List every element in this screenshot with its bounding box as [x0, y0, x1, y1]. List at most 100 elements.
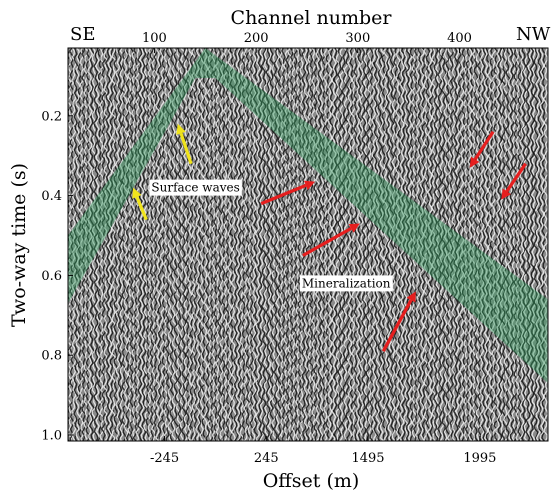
trace [187, 48, 193, 441]
left-tick-label: 1.0 [41, 429, 62, 444]
trace [529, 48, 536, 441]
left-tick-label: 0.4 [41, 189, 62, 204]
trace [380, 48, 387, 441]
plot-frame [67, 47, 549, 442]
trace [399, 48, 405, 441]
trace [206, 48, 214, 441]
trace [100, 48, 107, 441]
trace [357, 48, 364, 441]
trace [235, 48, 241, 441]
bottom-tick-label: 245 [254, 451, 279, 466]
trace [83, 48, 90, 441]
trace [461, 48, 467, 441]
left-tick-label: 0.2 [41, 109, 62, 124]
trace [456, 48, 463, 441]
trace [317, 48, 323, 441]
trace [535, 48, 542, 441]
annotation-1: Surface waves [151, 181, 239, 195]
trace [95, 48, 102, 441]
arrow-7 [501, 162, 527, 200]
trace [251, 48, 257, 441]
trace [295, 48, 301, 441]
trace [141, 48, 148, 441]
trace [453, 48, 459, 441]
trace [325, 48, 331, 441]
trace [68, 48, 74, 441]
trace [355, 48, 361, 441]
trace [539, 48, 545, 441]
trace [433, 48, 439, 441]
top-tick-label: 200 [244, 31, 269, 46]
trace [509, 48, 515, 441]
trace [86, 48, 94, 441]
trace [307, 48, 313, 441]
trace [265, 48, 271, 441]
trace [225, 48, 231, 441]
arrow-6 [469, 130, 495, 168]
trace [171, 48, 177, 441]
trace [384, 48, 391, 441]
trace [485, 48, 492, 441]
trace [475, 48, 481, 441]
arrow-2 [176, 123, 193, 165]
trace [105, 48, 111, 441]
arrow-1 [132, 187, 148, 221]
trace [275, 48, 281, 441]
trace [511, 48, 517, 441]
annotations: Surface waves Mineralization [149, 179, 393, 292]
arrow-3 [260, 180, 316, 206]
trace [107, 48, 113, 441]
bottom-tick-label: -245 [150, 451, 179, 466]
trace [117, 48, 123, 441]
trace [243, 48, 250, 441]
trace [476, 48, 483, 441]
trace [418, 48, 426, 441]
trace [268, 48, 275, 441]
trace [169, 48, 176, 441]
top-axis-label: Channel number [231, 7, 393, 29]
trace [123, 48, 129, 441]
trace [199, 48, 205, 441]
trace [157, 48, 163, 441]
trace [361, 48, 368, 441]
trace [495, 48, 501, 441]
trace [483, 48, 490, 441]
trace [372, 48, 379, 441]
trace [163, 48, 169, 441]
trace [527, 48, 533, 441]
trace [435, 48, 441, 441]
left-tick-label: 0.8 [41, 349, 62, 364]
trace [429, 48, 435, 441]
trace [153, 48, 160, 441]
trace [402, 48, 409, 441]
trace [181, 48, 187, 441]
trace [343, 48, 349, 441]
trace [487, 48, 493, 441]
trace [233, 48, 239, 441]
trace [345, 48, 351, 441]
trace [230, 48, 237, 441]
trace [272, 48, 280, 441]
trace [503, 48, 509, 441]
bottom-axis-label: Offset (m) [263, 470, 360, 492]
trace [415, 48, 421, 441]
trace [93, 48, 100, 441]
top-tick-label: 100 [142, 31, 167, 46]
trace [497, 48, 503, 441]
trace [370, 48, 377, 441]
trace [421, 48, 427, 441]
trace [467, 48, 473, 441]
trace [115, 48, 121, 441]
trace [237, 48, 244, 441]
top-tick-label: 300 [345, 31, 370, 46]
trace [382, 48, 389, 441]
annotation-2: Mineralization [302, 276, 391, 290]
left-tick-label: 0.6 [41, 269, 62, 284]
top-tick-label: 400 [447, 31, 472, 46]
trace [358, 48, 365, 441]
trace [271, 48, 277, 441]
trace [290, 48, 297, 441]
trace [369, 48, 375, 441]
trace [479, 48, 486, 441]
trace [437, 48, 444, 441]
